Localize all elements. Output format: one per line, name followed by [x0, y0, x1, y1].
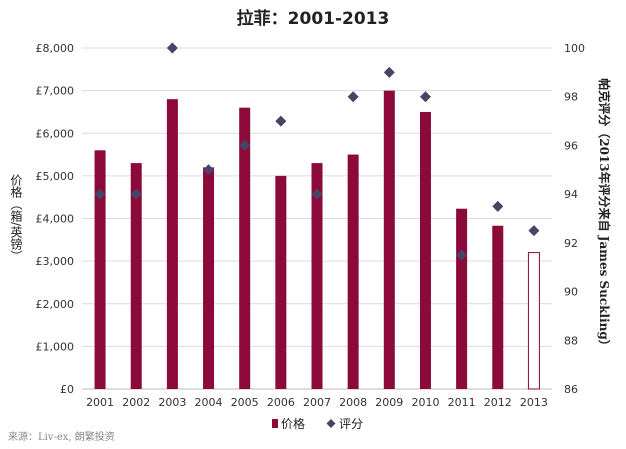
- price-bar: [239, 107, 251, 390]
- legend-swatch-price: [272, 419, 278, 428]
- score-marker: [528, 225, 540, 237]
- x-tick-label: 2013: [520, 396, 548, 409]
- score-marker: [130, 188, 142, 200]
- score-marker: [203, 164, 215, 176]
- right-axis-label: 帕克评分（2013年评分来自 James Suckling）: [597, 78, 612, 352]
- x-tick-label: 2003: [158, 396, 186, 409]
- price-bar: [456, 208, 468, 389]
- score-marker: [166, 42, 178, 54]
- right-tick-label: 90: [564, 286, 578, 299]
- right-tick-label: 86: [564, 383, 578, 396]
- price-bar: [275, 175, 287, 389]
- score-marker: [239, 139, 251, 151]
- left-tick-label: £2,000: [36, 298, 75, 311]
- x-tick-label: 2008: [339, 396, 367, 409]
- x-tick-label: 2007: [303, 396, 331, 409]
- x-tick-label: 2002: [122, 396, 150, 409]
- legend-label-price: 价格: [281, 416, 305, 431]
- score-marker: [94, 188, 106, 200]
- price-bar: [130, 163, 142, 389]
- left-tick-label: £8,000: [36, 42, 75, 55]
- price-bar: [492, 225, 504, 389]
- left-tick-label: £4,000: [36, 213, 75, 226]
- right-axis-ticks: 86 88 90 92 94 96 98 100: [564, 42, 585, 396]
- left-axis-ticks: £0 £1,000 £2,000 £3,000 £4,000 £5,000 £6,000 £7…: [36, 42, 75, 396]
- chart-title: 拉菲：2001-2013: [237, 8, 390, 29]
- price-bar: [166, 99, 178, 390]
- price-bar: [94, 150, 106, 389]
- right-tick-label: 98: [564, 91, 578, 104]
- left-tick-label: £0: [60, 383, 74, 396]
- left-tick-label: £7,000: [36, 85, 75, 98]
- legend: 价格 评分: [272, 416, 363, 431]
- price-bar: [383, 90, 395, 389]
- price-bar: [311, 163, 323, 389]
- price-bar: [347, 154, 359, 389]
- x-tick-label: 2004: [195, 396, 223, 409]
- score-marker: [492, 200, 504, 212]
- left-axis-label: 价格（箱/英镑）: [9, 174, 23, 262]
- score-markers: [94, 42, 540, 261]
- legend-swatch-score: [326, 419, 336, 428]
- x-axis-ticks: 2001 2002 2003 2004 2005 2006 2007 2008 2009 2010…: [86, 396, 548, 409]
- right-tick-label: 88: [564, 334, 578, 347]
- score-marker: [419, 91, 431, 103]
- x-tick-label: 2005: [231, 396, 259, 409]
- price-bar: [527, 252, 540, 390]
- score-marker: [383, 66, 395, 78]
- legend-label-score: 评分: [339, 417, 363, 431]
- x-tick-label: 2001: [86, 396, 114, 409]
- left-tick-label: £3,000: [36, 255, 75, 268]
- score-marker: [456, 249, 468, 261]
- price-bar: [203, 167, 215, 389]
- score-marker: [275, 115, 287, 127]
- x-tick-label: 2012: [484, 396, 512, 409]
- right-tick-label: 92: [564, 237, 578, 250]
- x-tick-label: 2006: [267, 396, 295, 409]
- right-tick-label: 94: [564, 188, 578, 201]
- left-tick-label: £1,000: [36, 340, 75, 353]
- right-tick-label: 100: [564, 42, 585, 55]
- score-marker: [347, 91, 359, 103]
- left-tick-label: £6,000: [36, 127, 75, 140]
- source-note: 来源：Liv-ex, 朗繁投资: [8, 430, 115, 443]
- x-tick-label: 2009: [375, 396, 403, 409]
- left-tick-label: £5,000: [36, 170, 75, 183]
- x-tick-label: 2011: [448, 396, 476, 409]
- price-bar: [419, 111, 431, 389]
- x-tick-label: 2010: [411, 396, 439, 409]
- price-bars: [94, 90, 540, 390]
- score-marker: [311, 188, 323, 200]
- right-tick-label: 96: [564, 139, 578, 152]
